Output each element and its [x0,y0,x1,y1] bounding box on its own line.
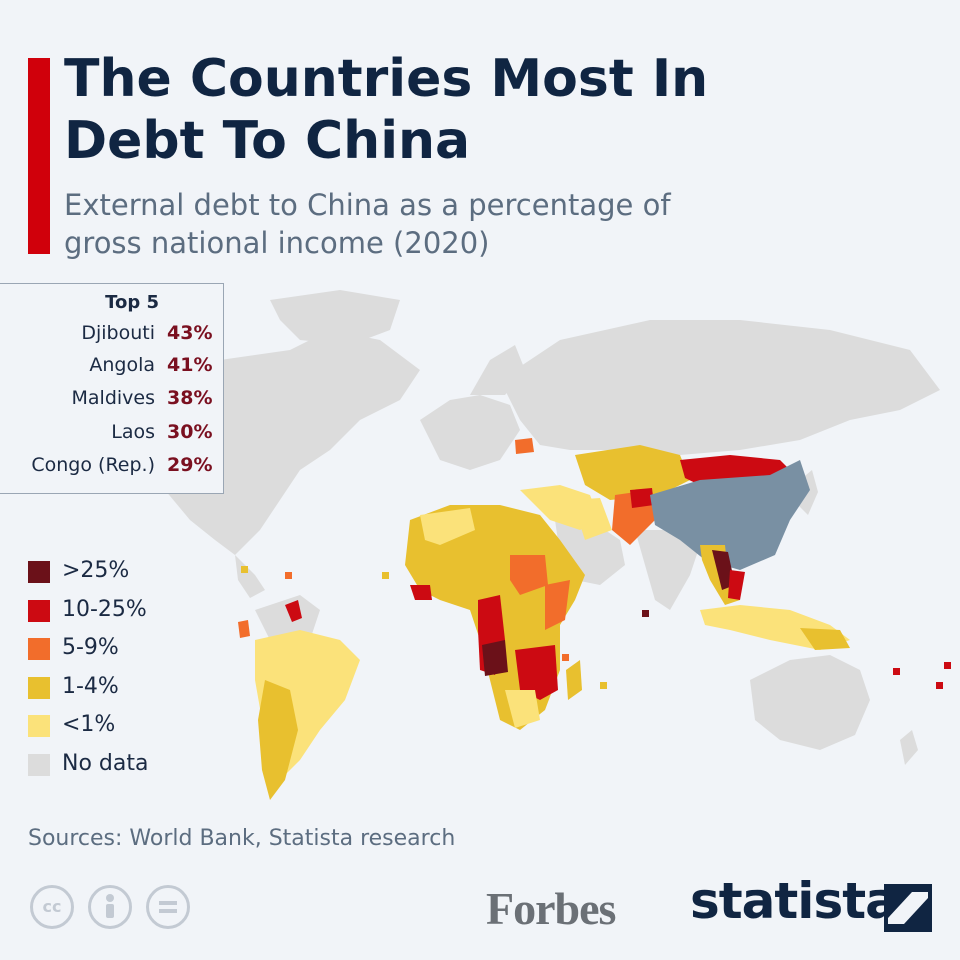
top5-box: Top 5 Djibouti 43% Angola 41% Maldives 3… [0,283,224,494]
top5-value: 43% [167,322,213,344]
top5-country: Laos [111,421,155,443]
legend-swatch [28,561,50,583]
top5-row: Angola 41% [0,354,219,384]
statista-mark-icon[interactable] [884,884,932,932]
legend-label: No data [62,750,149,776]
legend-swatch [28,753,50,776]
accent-bar [28,58,50,254]
top5-heading: Top 5 [105,292,159,313]
forbes-logo[interactable]: Forbes [486,883,616,934]
top5-country: Maldives [71,387,156,409]
top5-country: Djibouti [81,322,155,344]
attribution-icon[interactable] [88,885,132,929]
chart-subtitle: External debt to China as a percentage o… [64,188,671,260]
sources-note: Sources: World Bank, Statista research [28,826,456,851]
top5-row: Djibouti 43% [0,322,219,352]
legend-label: 1-4% [62,673,119,699]
chart-title: The Countries Most In Debt To China [64,49,709,171]
top5-country: Angola [89,354,155,376]
legend-swatch [28,715,50,737]
legend-label: 5-9% [62,635,119,660]
no-derivatives-icon[interactable] [146,885,190,929]
legend-swatch [28,599,50,622]
top5-country: Congo (Rep.) [31,454,155,476]
no-data-land [120,290,940,765]
top5-row: Maldives 38% [0,387,219,417]
top5-value: 41% [167,354,213,376]
top5-value: 29% [167,454,213,476]
cc-icon[interactable]: cc [30,885,74,929]
legend-label: <1% [62,712,116,737]
statista-logo[interactable]: statista [690,872,899,930]
legend-swatch [28,638,50,660]
debt-countries [238,438,951,800]
top5-row: Congo (Rep.) 29% [0,454,219,484]
top5-value: 30% [167,421,213,443]
world-map [120,290,951,800]
legend-label: 10-25% [62,596,147,622]
legend-label: >25% [62,558,130,583]
top5-row: Laos 30% [0,421,219,451]
legend-swatch [28,676,50,699]
top5-value: 38% [167,387,213,409]
